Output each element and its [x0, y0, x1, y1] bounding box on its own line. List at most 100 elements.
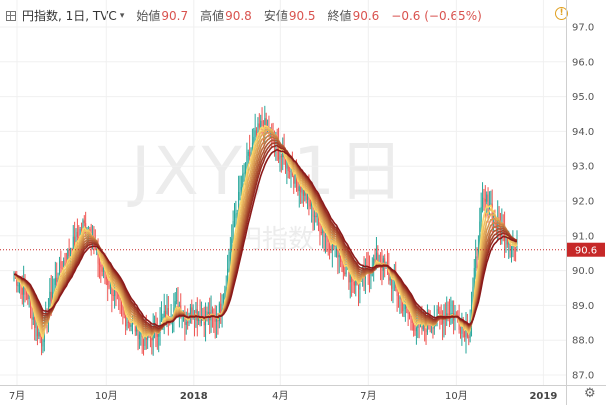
candle-body: [410, 316, 412, 318]
candle-body: [216, 317, 218, 322]
watermark-symbol: JXY, 1日: [131, 133, 407, 210]
candle-body: [326, 236, 328, 238]
candle-body: [287, 160, 289, 172]
last-price-label: 90.6: [575, 246, 597, 257]
candle-body: [475, 256, 477, 269]
candle-body: [35, 322, 37, 328]
candle-body: [238, 191, 240, 214]
candle-body: [75, 231, 77, 248]
candle-body: [104, 267, 106, 278]
last-price-tag: [567, 242, 605, 257]
candle-body: [413, 322, 415, 331]
candle-body: [464, 327, 466, 338]
candle-body: [493, 213, 495, 220]
candle-body: [21, 284, 23, 295]
candle-body: [234, 217, 236, 222]
candle-body: [311, 200, 313, 207]
candle-body: [508, 243, 510, 245]
candle-body: [218, 303, 220, 322]
x-tick-label: 4月: [272, 390, 288, 402]
candle-body: [422, 320, 424, 330]
candle-body: [415, 327, 417, 332]
candle-body: [36, 322, 38, 337]
chevron-down-icon[interactable]: ▾: [119, 10, 125, 21]
candle-body: [279, 156, 281, 160]
candle-body: [483, 197, 485, 199]
x-tick-label: 7月: [9, 390, 25, 402]
x-tick-label: 2018: [180, 391, 208, 402]
candle-body: [425, 326, 427, 333]
candle-body: [482, 197, 484, 207]
candle-body: [316, 210, 318, 218]
y-tick-label: 94.0: [572, 127, 594, 138]
candle-body: [377, 252, 379, 266]
expand-icon[interactable]: [6, 10, 16, 21]
candle-body: [297, 179, 299, 192]
candle-body: [461, 326, 463, 334]
candle-body: [138, 334, 140, 340]
candle-body: [391, 277, 393, 289]
candle-body: [162, 316, 164, 319]
candle-body: [260, 120, 262, 128]
candle-body: [473, 268, 475, 287]
candle-body: [200, 316, 202, 324]
alert-icon[interactable]: !: [555, 7, 568, 20]
candle-body: [468, 336, 470, 338]
x-tick-label: 10月: [445, 390, 468, 402]
candle-body: [315, 215, 317, 218]
candle-body: [191, 307, 193, 318]
candle-body: [374, 258, 376, 261]
close-label: 終値: [327, 9, 352, 23]
candle-body: [144, 330, 146, 346]
candle-body: [114, 289, 116, 296]
candle-body: [301, 185, 303, 193]
candle-body: [460, 329, 462, 334]
candle-body: [330, 249, 332, 252]
y-tick-label: 89.0: [572, 301, 594, 312]
candle-body: [188, 319, 190, 323]
candle-body: [49, 291, 51, 307]
candle-body: [132, 320, 134, 325]
candle-body: [484, 198, 486, 202]
open-label: 始値: [136, 9, 161, 23]
low-value: 90.5: [288, 8, 316, 23]
candle-body: [313, 215, 315, 217]
candle-body: [289, 171, 291, 173]
symbol-label[interactable]: 円指数, 1日, TVC: [22, 9, 117, 23]
y-tick-label: 88.0: [572, 336, 594, 347]
candle-body: [76, 231, 78, 238]
candle-body: [324, 236, 326, 238]
candle-body: [185, 322, 187, 325]
y-tick-label: 91.0: [572, 231, 594, 242]
candle-body: [198, 316, 200, 321]
candle-body: [184, 313, 186, 325]
candle-body: [509, 243, 511, 252]
candle-body: [163, 310, 165, 317]
candle-body: [25, 289, 27, 295]
high-value: 90.8: [225, 8, 252, 23]
candle-body: [331, 239, 333, 252]
candle-body: [72, 236, 74, 256]
candle-body: [437, 308, 439, 312]
candle-body: [312, 200, 314, 217]
candle-body: [228, 261, 230, 269]
candle-body: [488, 204, 490, 211]
gear-icon[interactable]: ⚙: [584, 386, 596, 401]
candle-body: [81, 228, 83, 231]
candle-body: [123, 310, 125, 315]
candle-body: [246, 155, 248, 172]
candle-body: [41, 336, 43, 347]
candle-body: [429, 325, 431, 327]
candle-body: [304, 188, 306, 196]
candle-body: [70, 253, 72, 257]
candle-body: [284, 157, 286, 169]
ema-ribbon-line: [13, 129, 518, 337]
candle-body: [476, 256, 478, 259]
candle-body: [56, 277, 58, 282]
candle-body: [64, 260, 66, 263]
candle-body: [94, 242, 96, 249]
candle-body: [329, 241, 331, 250]
candle-body: [225, 287, 227, 290]
candle-body: [465, 326, 467, 338]
